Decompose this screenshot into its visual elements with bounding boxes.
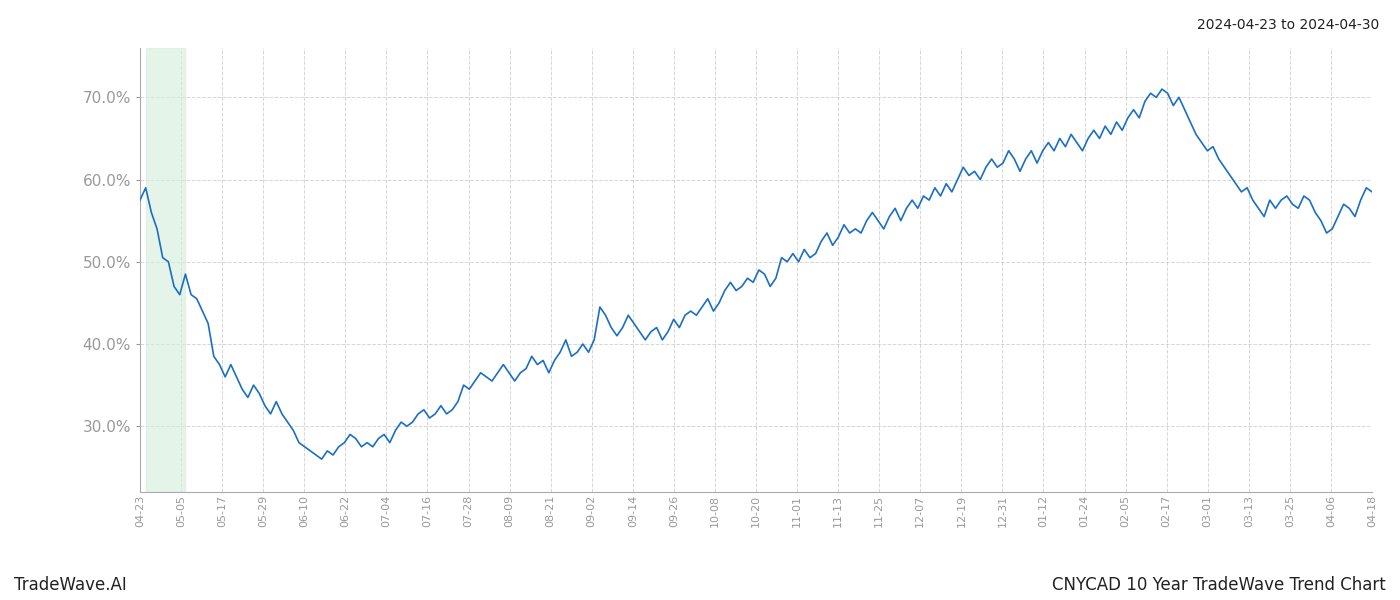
Text: 2024-04-23 to 2024-04-30: 2024-04-23 to 2024-04-30 — [1197, 18, 1379, 32]
Text: CNYCAD 10 Year TradeWave Trend Chart: CNYCAD 10 Year TradeWave Trend Chart — [1053, 576, 1386, 594]
Text: TradeWave.AI: TradeWave.AI — [14, 576, 127, 594]
Bar — [146, 48, 185, 492]
